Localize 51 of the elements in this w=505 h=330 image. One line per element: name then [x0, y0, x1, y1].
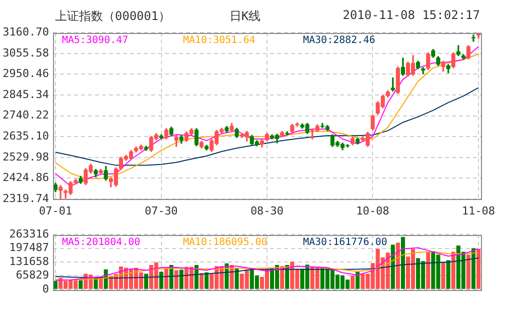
text: 2010-11-08 15:02:17 [342, 8, 480, 22]
y-tick-label: 2529.98 [2, 150, 49, 164]
x-tick-label: 08-30 [250, 204, 284, 218]
y-tick-label: 131658 [9, 254, 49, 268]
bar [194, 265, 199, 289]
y-tick-label: 65829 [16, 268, 49, 282]
text: MA5:3090.47 [62, 35, 128, 46]
y-tick-label: 2950.46 [2, 67, 49, 80]
series-label: MA30:161776.00 [303, 237, 388, 248]
bar [390, 244, 395, 289]
text: MA5:201804.00 [62, 237, 140, 248]
y-tick-label: 3055.58 [2, 46, 49, 60]
candlestick [471, 34, 476, 42]
chart-subtitle: 日K线 [228, 8, 262, 25]
text: MA30:2882.46 [303, 35, 376, 46]
y-tick-label: 2845.34 [2, 88, 50, 101]
bar [78, 280, 83, 289]
bar [204, 272, 209, 289]
y-tick-label: 263316 [9, 227, 49, 240]
bar [164, 268, 168, 289]
bar [476, 248, 480, 289]
bar [174, 270, 178, 289]
y-tick-label: 2424.86 [2, 171, 49, 184]
bar [356, 272, 360, 289]
y-tick-label: 2740.22 [2, 108, 49, 122]
bar [400, 236, 405, 289]
bar [200, 273, 204, 289]
y-tick-label: 0 [42, 282, 49, 296]
y-tick-label: 2319.74 [2, 192, 50, 205]
x-tick-label: 07-01 [38, 204, 72, 218]
bar [426, 252, 430, 289]
y-tick-label: 197487 [9, 241, 49, 254]
x-tick-label: 10-08 [356, 204, 390, 218]
bar [466, 254, 470, 289]
bar [396, 242, 400, 289]
bar [441, 262, 446, 289]
x-tick-label: 11-08 [462, 204, 496, 218]
chart-title: 上证指数（000001） [55, 8, 170, 25]
bar [446, 260, 450, 289]
text: MA10:3051.64 [183, 35, 256, 46]
y-tick-label: 2635.10 [2, 129, 49, 142]
bar [471, 248, 476, 289]
bar [159, 272, 164, 289]
y-tick-label: 3160.70 [2, 25, 49, 38]
x-tick-label: 07-30 [144, 204, 178, 218]
bar [144, 274, 148, 289]
bar [234, 268, 239, 289]
bar [350, 275, 355, 289]
bar [179, 270, 184, 289]
bar [451, 252, 456, 289]
series-label: MA10:186095.00 [183, 237, 268, 248]
